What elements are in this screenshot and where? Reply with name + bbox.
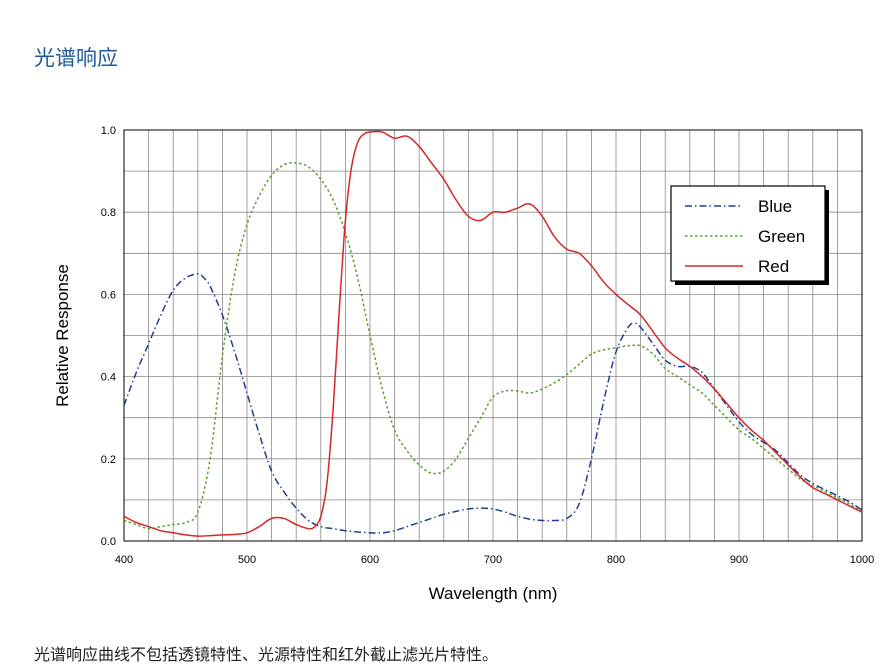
x-tick-label: 800 — [607, 554, 625, 566]
y-tick-label: 0.6 — [101, 289, 116, 301]
legend-label-red: Red — [758, 257, 789, 276]
x-tick-label: 600 — [361, 554, 379, 566]
chart-footnote: 光谱响应曲线不包括透镜特性、光源特性和红外截止滤光片特性。 — [34, 645, 499, 664]
chart-legend: Blue Green Red — [670, 185, 829, 285]
y-tick-label: 0.4 — [101, 372, 116, 384]
y-tick-label: 0.8 — [101, 207, 116, 219]
x-tick-label: 700 — [484, 554, 502, 566]
x-axis-label: Wavelength (nm) — [429, 584, 558, 603]
y-axis-label: Relative Response — [53, 264, 72, 407]
x-axis-ticks: 400 500 600 700 800 900 1000 — [115, 554, 874, 566]
legend-label-blue: Blue — [758, 197, 792, 216]
chart-series — [123, 130, 863, 537]
x-tick-label: 1000 — [850, 554, 874, 566]
legend-box — [670, 185, 826, 282]
x-tick-label: 500 — [238, 554, 256, 566]
legend-label-green: Green — [758, 227, 805, 246]
x-tick-label: 900 — [730, 554, 748, 566]
y-tick-label: 0.0 — [101, 536, 116, 548]
y-tick-label: 0.2 — [101, 454, 116, 466]
plot-frame — [123, 129, 863, 542]
series-line-red — [123, 130, 863, 537]
page-heading: 光谱响应 — [34, 46, 118, 70]
series-line-green — [123, 162, 863, 530]
x-tick-label: 400 — [115, 554, 133, 566]
y-tick-label: 1.0 — [101, 125, 116, 137]
y-axis-ticks: 0.0 0.2 0.4 0.6 0.8 1.0 — [101, 125, 116, 548]
